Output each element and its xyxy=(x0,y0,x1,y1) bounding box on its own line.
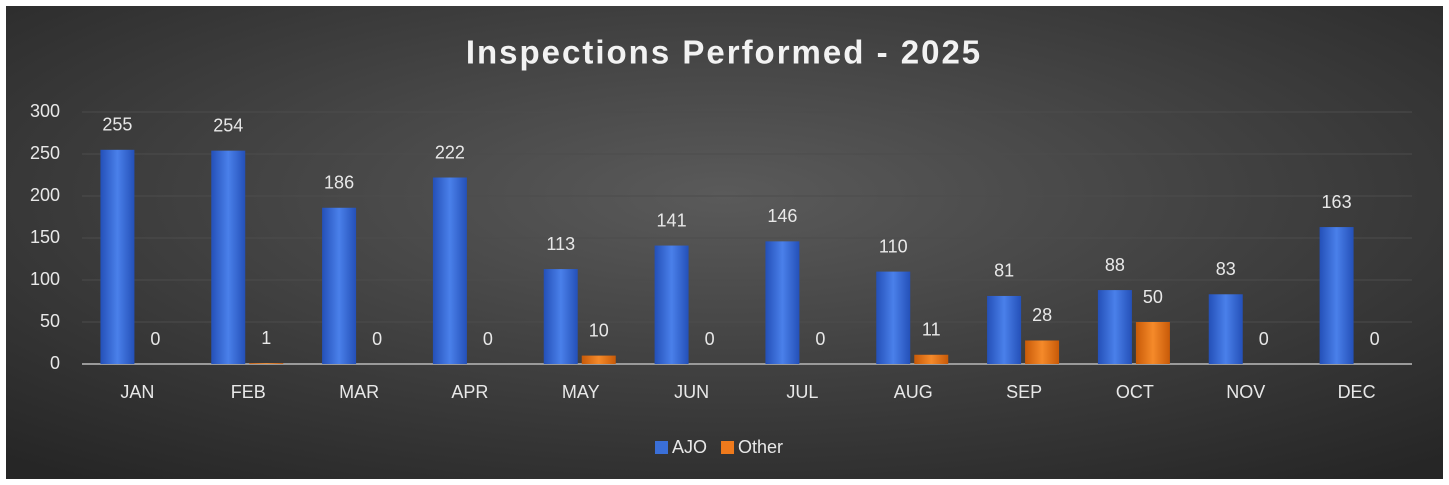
bar xyxy=(432,177,467,364)
x-tick-label: JAN xyxy=(120,382,154,402)
bar xyxy=(1135,322,1170,364)
data-label: 0 xyxy=(815,329,825,349)
data-label: 163 xyxy=(1322,192,1352,212)
bar xyxy=(1097,290,1132,364)
bar xyxy=(1319,227,1354,364)
y-tick-label: 100 xyxy=(30,269,60,289)
data-label: 0 xyxy=(150,329,160,349)
y-tick-label: 300 xyxy=(30,101,60,121)
data-label: 83 xyxy=(1216,259,1236,279)
y-tick-label: 150 xyxy=(30,227,60,247)
bar xyxy=(1025,340,1060,364)
data-label: 50 xyxy=(1143,287,1163,307)
x-tick-label: OCT xyxy=(1116,382,1154,402)
legend-label: Other xyxy=(738,437,783,457)
data-label: 28 xyxy=(1032,305,1052,325)
data-label: 222 xyxy=(435,142,465,162)
data-label: 10 xyxy=(589,320,609,340)
data-label: 110 xyxy=(879,236,908,256)
y-tick-label: 50 xyxy=(40,311,60,331)
legend-swatch xyxy=(655,441,668,454)
data-label: 0 xyxy=(372,329,382,349)
data-label: 113 xyxy=(546,234,575,254)
bar xyxy=(987,295,1022,364)
bar xyxy=(581,355,616,364)
x-tick-label: AUG xyxy=(894,382,933,402)
x-tick-label: JUN xyxy=(674,382,709,402)
x-tick-label: MAR xyxy=(339,382,379,402)
chart-title: Inspections Performed - 2025 xyxy=(466,34,982,71)
data-label: 141 xyxy=(657,210,687,230)
x-tick-label: NOV xyxy=(1226,382,1265,402)
data-label: 81 xyxy=(994,261,1014,281)
bar xyxy=(876,271,911,364)
x-tick-label: FEB xyxy=(231,382,266,402)
bar xyxy=(211,150,246,364)
data-label: 0 xyxy=(483,329,493,349)
bar xyxy=(100,149,135,364)
y-tick-label: 250 xyxy=(30,143,60,163)
data-label: 0 xyxy=(1259,329,1269,349)
legend-swatch xyxy=(721,441,735,454)
x-tick-label: DEC xyxy=(1338,382,1376,402)
data-label: 186 xyxy=(324,173,354,193)
x-tick-label: JUL xyxy=(786,382,818,402)
bar xyxy=(322,207,357,364)
data-label: 255 xyxy=(102,115,132,135)
bar xyxy=(914,354,949,364)
x-tick-label: MAY xyxy=(562,382,600,402)
data-label: 254 xyxy=(213,115,243,135)
data-label: 88 xyxy=(1105,255,1125,275)
y-tick-label: 0 xyxy=(50,353,60,373)
data-label: 0 xyxy=(705,329,715,349)
x-tick-label: APR xyxy=(451,382,488,402)
bar xyxy=(1208,294,1243,364)
bar xyxy=(249,363,284,364)
x-tick-label: SEP xyxy=(1006,382,1042,402)
data-label: 1 xyxy=(261,328,271,348)
data-label: 0 xyxy=(1370,329,1380,349)
y-tick-label: 200 xyxy=(30,185,60,205)
bar xyxy=(765,241,800,364)
data-label: 11 xyxy=(922,320,941,340)
legend-label: AJO xyxy=(672,437,707,457)
bar xyxy=(543,269,578,364)
bar xyxy=(654,245,689,364)
chart-background xyxy=(6,6,1443,479)
data-label: 146 xyxy=(767,206,797,226)
